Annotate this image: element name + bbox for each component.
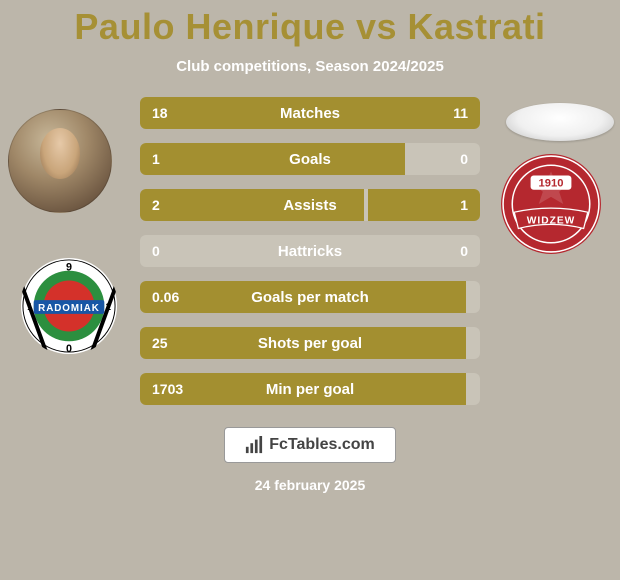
comparison-area: 9 0 1 1 RADOMIAK 1910 WIDZEW Matches1811… xyxy=(0,97,620,427)
club-right-badge: 1910 WIDZEW xyxy=(500,153,602,255)
stat-value-left: 25 xyxy=(152,327,168,359)
stat-value-right: 11 xyxy=(453,97,468,129)
stat-row: Goals1 0 xyxy=(140,143,480,175)
stat-value-left: 2 xyxy=(152,189,160,221)
club-left-side-number-r: 1 xyxy=(105,302,111,313)
stat-label: Goals xyxy=(140,143,480,175)
stats-list: Matches1811Goals10Assists21Hattricks00Go… xyxy=(140,97,480,419)
stat-label: Assists xyxy=(140,189,480,221)
stat-label: Min per goal xyxy=(140,373,480,405)
stat-value-right: 1 xyxy=(460,189,468,221)
radomiak-logo-icon: 9 0 1 1 RADOMIAK xyxy=(20,257,118,355)
player-right-avatar xyxy=(506,103,614,141)
footer: FcTables.com 24 february 2025 xyxy=(0,427,620,493)
footer-date: 24 february 2025 xyxy=(0,477,620,493)
infographic-root: Paulo Henrique vs Kastrati Club competit… xyxy=(0,0,620,580)
brand-badge: FcTables.com xyxy=(224,427,396,463)
club-right-ribbon-text: WIDZEW xyxy=(527,215,576,226)
stat-label: Goals per match xyxy=(140,281,480,313)
stat-value-right: 0 xyxy=(460,235,468,267)
stat-row: Hattricks0 0 xyxy=(140,235,480,267)
club-left-banner-text: RADOMIAK xyxy=(38,303,100,314)
stat-row: Matches18 11 xyxy=(140,97,480,129)
stat-value-left: 0 xyxy=(152,235,160,267)
stat-value-left: 18 xyxy=(152,97,168,129)
stat-row: Goals per match0.06 xyxy=(140,281,480,313)
stat-value-left: 1 xyxy=(152,143,160,175)
stat-value-left: 0.06 xyxy=(152,281,179,313)
stat-label: Matches xyxy=(140,97,480,129)
stat-row: Shots per goal25 xyxy=(140,327,480,359)
club-right-year: 1910 xyxy=(539,178,564,190)
player-left-avatar xyxy=(8,109,112,213)
stat-label: Hattricks xyxy=(140,235,480,267)
club-left-badge: 9 0 1 1 RADOMIAK xyxy=(20,257,118,355)
widzew-logo-icon: 1910 WIDZEW xyxy=(500,153,602,255)
stat-value-right: 0 xyxy=(460,143,468,175)
stat-row: Min per goal1703 xyxy=(140,373,480,405)
club-left-bottom-number: 0 xyxy=(66,343,72,355)
page-subtitle: Club competitions, Season 2024/2025 xyxy=(0,58,620,75)
chart-icon xyxy=(245,436,263,454)
stat-label: Shots per goal xyxy=(140,327,480,359)
club-left-side-number-l: 1 xyxy=(27,302,33,313)
stat-row: Assists2 1 xyxy=(140,189,480,221)
club-left-top-number: 9 xyxy=(66,262,72,274)
header: Paulo Henrique vs Kastrati Club competit… xyxy=(0,0,620,75)
brand-text: FcTables.com xyxy=(269,436,375,454)
stat-value-left: 1703 xyxy=(152,373,183,405)
page-title: Paulo Henrique vs Kastrati xyxy=(0,6,620,48)
